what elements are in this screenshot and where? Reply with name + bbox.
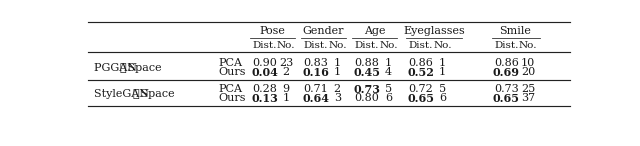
Text: PGGAN: PGGAN	[94, 63, 140, 73]
Text: 9: 9	[283, 84, 290, 94]
Text: 5: 5	[385, 84, 392, 94]
Text: 0.45: 0.45	[353, 67, 380, 78]
Text: Dist.: Dist.	[355, 41, 379, 50]
Text: 6: 6	[385, 93, 392, 103]
Text: Gender: Gender	[303, 26, 344, 36]
Text: Space: Space	[124, 63, 161, 73]
Text: 1: 1	[439, 58, 446, 68]
Text: Ours: Ours	[218, 67, 246, 77]
Text: ℤ: ℤ	[120, 63, 126, 73]
Text: 𝒲: 𝒲	[132, 89, 139, 99]
Text: 0.69: 0.69	[493, 67, 520, 78]
Text: 0.90: 0.90	[252, 58, 277, 68]
Text: 1: 1	[333, 67, 341, 77]
Text: 20: 20	[521, 67, 535, 77]
Text: 10: 10	[521, 58, 535, 68]
Text: 0.83: 0.83	[303, 58, 328, 68]
Text: 1: 1	[333, 58, 341, 68]
Text: 0.65: 0.65	[408, 93, 435, 104]
Text: 0.16: 0.16	[302, 67, 329, 78]
Text: 1: 1	[385, 58, 392, 68]
Text: 5: 5	[439, 84, 446, 94]
Text: 0.52: 0.52	[408, 67, 435, 78]
Text: No.: No.	[277, 41, 296, 50]
Text: 25: 25	[521, 84, 535, 94]
Text: Eyeglasses: Eyeglasses	[403, 26, 465, 36]
Text: 0.73: 0.73	[494, 84, 518, 94]
Text: 0.13: 0.13	[251, 93, 278, 104]
Text: No.: No.	[379, 41, 397, 50]
Text: 37: 37	[521, 93, 535, 103]
Text: No.: No.	[433, 41, 452, 50]
Text: 1: 1	[283, 93, 290, 103]
Text: Age: Age	[364, 26, 385, 36]
Text: Dist.: Dist.	[494, 41, 518, 50]
Text: 0.65: 0.65	[493, 93, 520, 104]
Text: Pose: Pose	[259, 26, 285, 36]
Text: Ours: Ours	[218, 93, 246, 103]
Text: 2: 2	[333, 84, 341, 94]
Text: No.: No.	[328, 41, 346, 50]
Text: 0.28: 0.28	[252, 84, 277, 94]
Text: 0.73: 0.73	[353, 84, 380, 95]
Text: 0.80: 0.80	[355, 93, 379, 103]
Text: Smile: Smile	[500, 26, 531, 36]
Text: 0.72: 0.72	[408, 84, 433, 94]
Text: PCA: PCA	[218, 58, 242, 68]
Text: Space: Space	[136, 89, 174, 99]
Text: 0.04: 0.04	[251, 67, 278, 78]
Text: No.: No.	[518, 41, 537, 50]
Text: Dist.: Dist.	[252, 41, 276, 50]
Text: 0.88: 0.88	[355, 58, 379, 68]
Text: Dist.: Dist.	[409, 41, 433, 50]
Text: 2: 2	[283, 67, 290, 77]
Text: 6: 6	[439, 93, 446, 103]
Text: 23: 23	[279, 58, 293, 68]
Text: StyleGAN: StyleGAN	[94, 89, 152, 99]
Text: 3: 3	[333, 93, 341, 103]
Text: PCA: PCA	[218, 84, 242, 94]
Text: Dist.: Dist.	[303, 41, 328, 50]
Text: 4: 4	[385, 67, 392, 77]
Text: 0.71: 0.71	[303, 84, 328, 94]
Text: 0.64: 0.64	[302, 93, 329, 104]
Text: 1: 1	[439, 67, 446, 77]
Text: 0.86: 0.86	[408, 58, 433, 68]
Text: 0.86: 0.86	[494, 58, 518, 68]
